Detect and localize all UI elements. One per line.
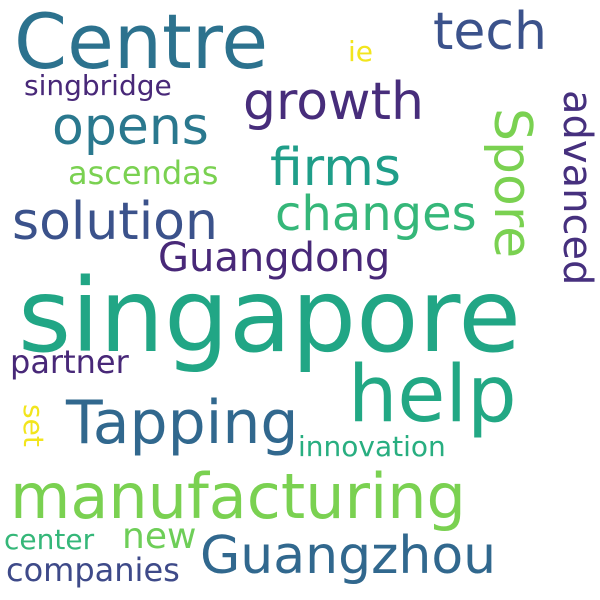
word-companies: companies	[6, 551, 180, 589]
word-opens: opens	[52, 97, 209, 157]
word-tapping: Tapping	[66, 388, 299, 458]
word-ascendas: ascendas	[68, 154, 219, 192]
word-partner: partner	[10, 343, 129, 381]
word-tech: tech	[433, 2, 547, 62]
word-centre: Centre	[14, 0, 269, 86]
word-spore: Spore	[482, 108, 542, 259]
word-advanced: advanced	[554, 90, 600, 286]
word-firms: firms	[270, 138, 401, 198]
word-growth: growth	[243, 72, 424, 132]
word-guangdong: Guangdong	[158, 235, 391, 281]
word-changes: changes	[275, 186, 477, 242]
word-solution: solution	[12, 192, 218, 252]
word-ie: ie	[348, 35, 374, 68]
word-center: center	[4, 523, 95, 556]
word-set: set	[17, 404, 50, 447]
word-innovation: innovation	[298, 430, 446, 463]
word-new: new	[122, 516, 197, 557]
word-singapore: singapore	[18, 257, 521, 376]
word-singbridge: singbridge	[24, 69, 172, 102]
word-manufacturing: manufacturing	[10, 460, 466, 533]
word-help: help	[348, 350, 517, 440]
word-guangzhou: Guangzhou	[200, 526, 497, 586]
